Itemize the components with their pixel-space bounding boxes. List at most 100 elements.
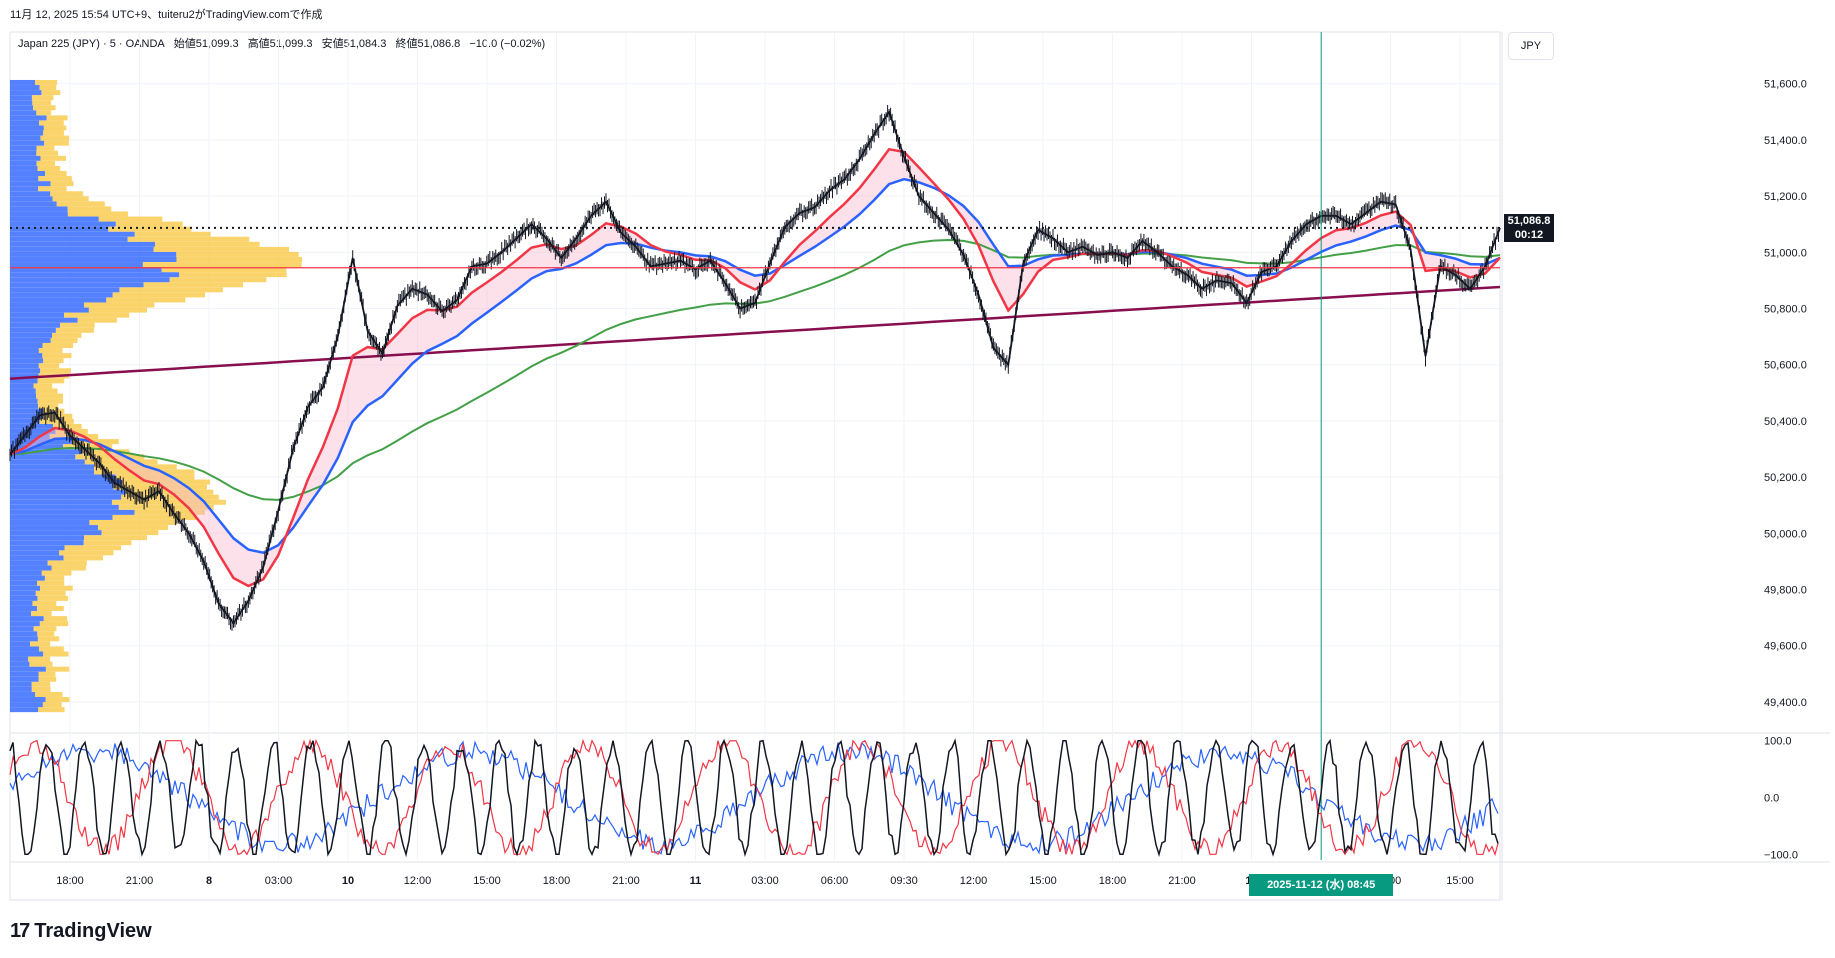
vp-bar-down [135, 232, 211, 237]
vp-bar-down [60, 323, 95, 328]
vp-bar-up [10, 217, 99, 222]
vp-bar-down [84, 303, 154, 308]
vp-bar-up [10, 363, 39, 368]
vp-bar-down [32, 95, 54, 100]
bar-countdown: 00:12 [1504, 228, 1554, 242]
vp-bar-down [50, 191, 83, 196]
vp-bar-down [53, 196, 89, 201]
vp-bar-down [68, 211, 128, 216]
vp-bar-down [32, 601, 56, 606]
vp-bar-up [10, 100, 32, 105]
vp-bar-down [144, 282, 243, 287]
vp-bar-up [10, 576, 45, 581]
vp-bar-down [40, 156, 66, 161]
vp-bar-up [10, 510, 134, 515]
vp-bar-down [43, 343, 73, 348]
time-tick-label: 12:00 [404, 875, 432, 887]
vp-bar-up [10, 348, 39, 353]
vp-bar-down [36, 394, 63, 399]
vp-bar-up [10, 191, 50, 196]
time-tick-label: 06:00 [821, 875, 849, 887]
vp-bar-down [43, 702, 62, 707]
vp-bar-up [10, 308, 89, 313]
time-tick-label: 15:00 [1446, 875, 1474, 887]
tradingview-logo-text: TradingView [34, 920, 151, 943]
vp-bar-down [37, 146, 55, 151]
vp-bar-up [10, 125, 44, 130]
vp-bar-up [10, 495, 121, 500]
vp-bar-up [10, 338, 51, 343]
vp-bar-up [10, 469, 94, 474]
vp-bar-down [98, 525, 168, 530]
vp-bar-up [10, 383, 34, 388]
vp-bar-up [10, 333, 52, 338]
vp-bar-down [119, 287, 222, 292]
vp-bar-up [10, 464, 94, 469]
vp-bar-down [46, 667, 69, 672]
vp-bar-down [36, 388, 58, 393]
vp-bar-up [10, 120, 39, 125]
vp-bar-up [10, 151, 36, 156]
vp-bar-down [78, 318, 117, 323]
vp-bar-up [10, 667, 46, 672]
vp-bar-up [10, 555, 64, 560]
vp-bar-up [10, 232, 135, 237]
vp-bar-down [35, 692, 62, 697]
price-tick-label: 49,800.0 [1764, 585, 1807, 597]
vp-bar-up [10, 601, 32, 606]
vp-bar-up [10, 596, 37, 601]
vp-bar-up [10, 105, 33, 110]
vp-bar-down [35, 80, 57, 85]
time-tick-label: 15:00 [473, 875, 501, 887]
vp-bar-down [34, 626, 57, 631]
vp-bar-up [10, 707, 38, 712]
price-tick-label: 51,200.0 [1764, 191, 1807, 203]
vp-bar-down [38, 399, 64, 404]
ema-ribbon-fill [10, 149, 1500, 586]
vp-bar-up [10, 186, 38, 191]
vp-bar-up [10, 80, 35, 85]
vp-bar-up [10, 662, 29, 667]
vp-bar-up [10, 520, 89, 525]
vp-bar-up [10, 515, 113, 520]
vp-bar-down [36, 110, 51, 115]
vp-bar-down [37, 161, 56, 166]
price-tick-label: 49,400.0 [1764, 697, 1807, 709]
vp-bar-down [43, 131, 64, 136]
tradingview-logo[interactable]: 17 TradingView [10, 920, 152, 943]
vp-bar-up [10, 399, 38, 404]
vp-bar-down [39, 672, 56, 677]
time-tick-label: 8 [206, 875, 212, 887]
price-tick-label: 51,600.0 [1764, 79, 1807, 91]
vp-bar-up [10, 606, 37, 611]
vp-bar-down [42, 571, 72, 576]
vp-bar-down [89, 520, 177, 525]
vp-bar-up [10, 550, 59, 555]
vp-bar-up [10, 95, 32, 100]
vp-bar-up [10, 141, 44, 146]
vp-bar-down [51, 338, 78, 343]
vp-bar-up [10, 252, 176, 257]
vp-bar-down [28, 657, 50, 662]
vp-bar-up [10, 657, 28, 662]
time-tick-label: 11 [690, 875, 702, 887]
vp-bar-up [10, 297, 106, 302]
vp-bar-up [10, 303, 84, 308]
osc-fast-line [10, 741, 1498, 855]
vp-bar-up [10, 404, 38, 409]
vp-bar-down [40, 136, 69, 141]
time-tick-label: 10 [342, 875, 354, 887]
vp-bar-down [38, 636, 59, 641]
vp-bar-up [10, 505, 119, 510]
vp-bar-up [10, 611, 31, 616]
price-tick-label: 50,400.0 [1764, 416, 1807, 428]
vp-bar-down [37, 606, 64, 611]
vp-bar-up [10, 368, 40, 373]
vp-bar-down [36, 151, 58, 156]
vp-bar-up [10, 500, 112, 505]
vp-bar-up [10, 525, 98, 530]
vp-bar-down [84, 535, 147, 540]
vp-bar-up [10, 358, 43, 363]
vp-bar-down [36, 591, 66, 596]
